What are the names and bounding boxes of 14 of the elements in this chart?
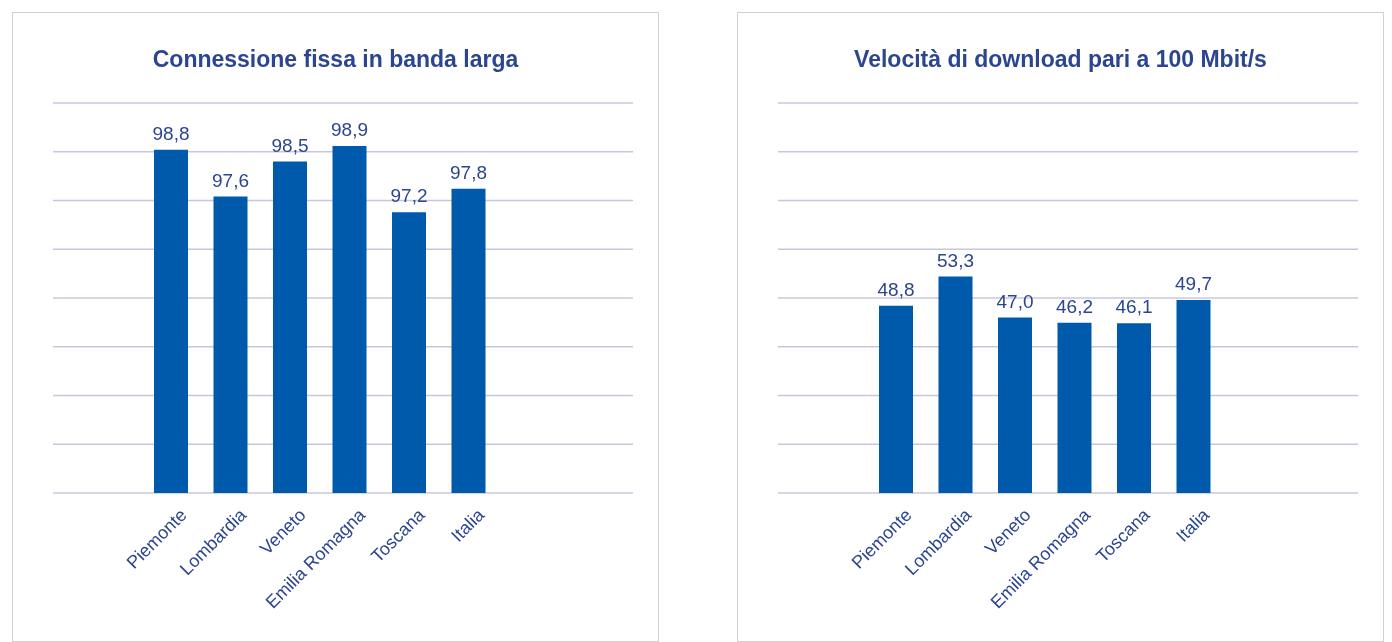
data-label: 97,8 (450, 161, 487, 183)
data-label: 46,1 (1115, 296, 1153, 318)
data-label: 46,2 (1056, 295, 1093, 317)
data-label: 53,3 (937, 249, 974, 271)
data-label: 97,6 (212, 169, 249, 191)
data-label: 98,8 (152, 122, 190, 144)
data-label: 47,0 (996, 290, 1034, 312)
data-label: 48,8 (877, 278, 915, 300)
chart-title: Velocità di download pari a 100 Mbit/s (853, 46, 1268, 73)
data-label: 98,9 (331, 118, 368, 140)
data-label: 97,2 (390, 185, 428, 207)
chart-title: Connessione fissa in banda larga (151, 46, 520, 73)
data-label: 49,7 (1175, 272, 1212, 294)
data-label: 98,5 (271, 134, 309, 156)
